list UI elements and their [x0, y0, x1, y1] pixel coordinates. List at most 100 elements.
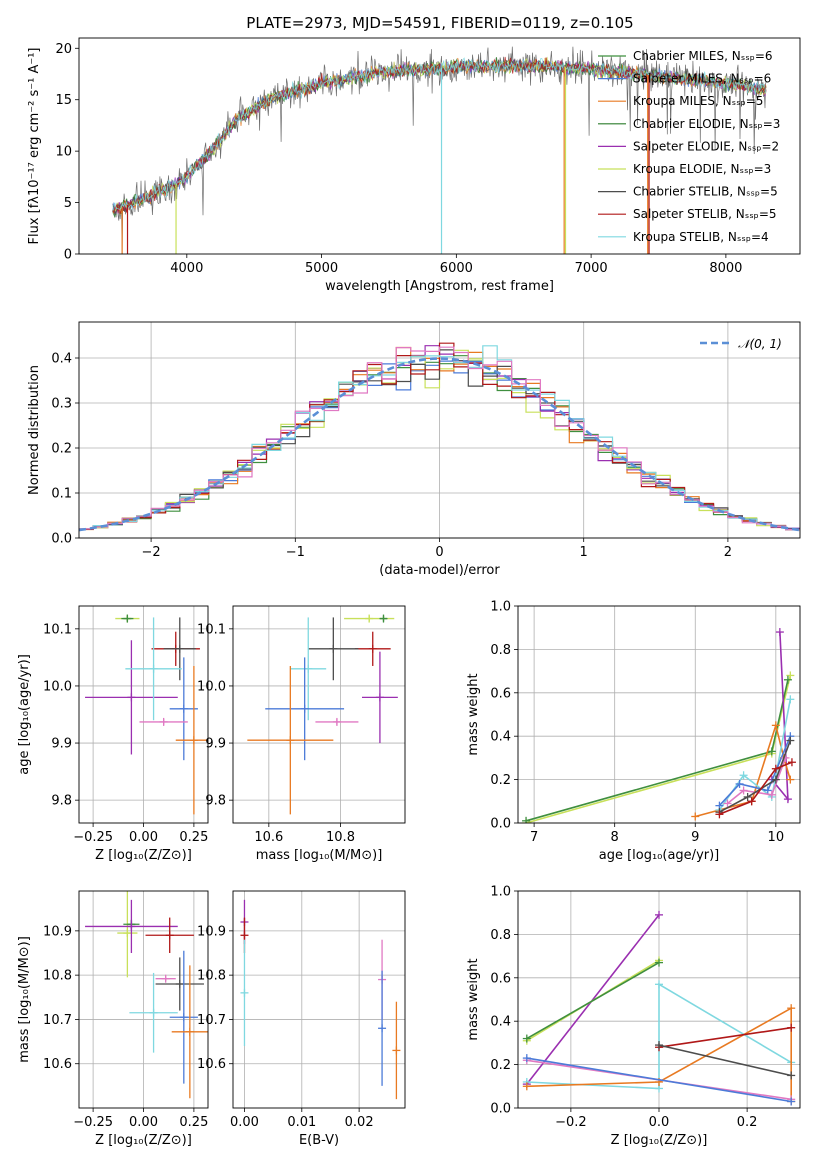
- y-axis-label: Normed distribution: [27, 365, 42, 495]
- x-tick-label: 10.8: [326, 830, 355, 845]
- y-tick-label: 10.0: [197, 679, 226, 694]
- x-tick-label: 0.01: [287, 1115, 316, 1130]
- y-tick-label: 0.1: [51, 487, 72, 502]
- y-tick-label: 0: [64, 248, 72, 263]
- y-tick-label: 1.0: [490, 885, 511, 900]
- series-line: [658, 1044, 792, 1077]
- y-tick-label: 0.4: [490, 1015, 511, 1030]
- histogram-step: [79, 345, 800, 531]
- axes-frame: [517, 890, 801, 1109]
- x-axis-label: age [log₁₀(age/yr)]: [599, 848, 720, 863]
- series-line: [719, 761, 793, 816]
- legend-label: 𝒩(0, 1): [738, 337, 782, 351]
- y-tick-label: 9.8: [51, 794, 72, 809]
- y-tick-label: 0.2: [490, 773, 511, 788]
- spectrum-title: PLATE=2973, MJD=54591, FIBERID=0119, z=0…: [246, 14, 633, 32]
- series-line: [718, 735, 792, 807]
- x-tick-label: −1: [286, 545, 305, 560]
- legend-label: Salpeter STELIB, Nₛₛₚ=5: [633, 207, 777, 221]
- histogram-step: [79, 346, 800, 531]
- x-axis-label: Z [log₁₀(Z/Z⊙)]: [95, 848, 192, 863]
- series-line: [526, 1057, 792, 1103]
- x-tick-label: 0.2: [737, 1115, 758, 1130]
- x-tick-label: 0.0: [649, 1115, 670, 1130]
- y-axis-label: mass weight: [466, 958, 481, 1040]
- x-tick-label: −0.25: [73, 830, 113, 845]
- y-tick-label: 0.0: [490, 1102, 511, 1117]
- axes-frame: [232, 890, 406, 1109]
- x-tick-label: 8: [611, 830, 619, 845]
- model-line: [112, 58, 767, 215]
- x-tick-label: 2: [724, 545, 732, 560]
- x-tick-label: 0.00: [230, 1115, 259, 1130]
- x-tick-label: 9: [691, 830, 699, 845]
- y-tick-label: 0.6: [490, 971, 511, 986]
- y-tick-label: 0.4: [490, 730, 511, 745]
- y-axis-label: mass [log₁₀(M/M⊙)]: [17, 936, 32, 1063]
- y-tick-label: 10.7: [43, 1013, 72, 1028]
- y-tick-label: 9.9: [51, 737, 72, 752]
- y-tick-label: 10.9: [43, 924, 72, 939]
- legend-label: Chabrier MILES, Nₛₛₚ=6: [633, 49, 773, 63]
- x-tick-label: 0.00: [129, 1115, 158, 1130]
- y-tick-label: 15: [55, 93, 72, 108]
- y-tick-label: 9.9: [205, 737, 226, 752]
- y-tick-label: 10.6: [197, 1057, 226, 1072]
- legend-label: Salpeter MILES, Nₛₛₚ=6: [633, 72, 771, 86]
- y-tick-label: 0.2: [51, 442, 72, 457]
- series-line: [726, 757, 787, 805]
- x-tick-label: 0.00: [129, 830, 158, 845]
- x-tick-label: 7: [530, 830, 538, 845]
- x-tick-label: 6000: [440, 261, 473, 276]
- legend-label: Salpeter ELODIE, Nₛₛₚ=2: [633, 139, 779, 153]
- x-tick-label: 0.25: [179, 1115, 208, 1130]
- series-line: [658, 1026, 792, 1048]
- normal-reference-curve: [78, 357, 801, 532]
- x-axis-label: Z [log₁₀(Z/Z⊙)]: [611, 1133, 708, 1148]
- legend-label: Kroupa MILES, Nₛₛₚ=5: [633, 94, 763, 108]
- legend-label: Kroupa ELODIE, Nₛₛₚ=3: [633, 162, 771, 176]
- series-line: [526, 961, 660, 1040]
- y-tick-label: 0.8: [490, 928, 511, 943]
- axes-frame: [78, 37, 801, 255]
- x-tick-label: 0.25: [179, 830, 208, 845]
- y-axis-label: age [log₁₀(age/yr)]: [17, 654, 32, 775]
- series-line: [525, 679, 789, 822]
- series-line: [526, 1006, 793, 1102]
- axes-frame: [232, 605, 406, 824]
- y-tick-label: 10.7: [197, 1013, 226, 1028]
- legend-label: Chabrier ELODIE, Nₛₛₚ=3: [633, 117, 780, 131]
- legend-label: Chabrier STELIB, Nₛₛₚ=5: [633, 185, 778, 199]
- x-tick-label: 10.6: [254, 830, 283, 845]
- y-tick-label: 20: [55, 42, 72, 57]
- x-tick-label: 1: [580, 545, 588, 560]
- y-tick-label: 10.1: [43, 622, 72, 637]
- y-tick-label: 0.8: [490, 643, 511, 658]
- y-tick-label: 10.0: [43, 679, 72, 694]
- x-tick-label: 8000: [709, 261, 742, 276]
- y-tick-label: 0.3: [51, 397, 72, 412]
- x-tick-label: −0.2: [555, 1115, 587, 1130]
- y-tick-label: 5: [64, 196, 72, 211]
- series-line: [526, 982, 792, 1090]
- axes-frame: [78, 890, 209, 1109]
- y-tick-label: 0.0: [490, 817, 511, 832]
- y-tick-label: 10.6: [43, 1057, 72, 1072]
- series-line: [526, 914, 660, 1085]
- y-tick-label: 9.8: [205, 794, 226, 809]
- y-tick-label: 0.0: [51, 532, 72, 547]
- x-tick-label: −0.25: [73, 1115, 113, 1130]
- x-tick-label: 0.02: [345, 1115, 374, 1130]
- x-tick-label: 10: [768, 830, 785, 845]
- x-axis-label: wavelength [Angstrom, rest frame]: [325, 279, 554, 294]
- y-tick-label: 10: [55, 145, 72, 160]
- y-tick-label: 10.9: [197, 924, 226, 939]
- x-axis-label: Z [log₁₀(Z/Z⊙)]: [95, 1133, 192, 1148]
- y-tick-label: 10.1: [197, 622, 226, 637]
- legend-label: Kroupa STELIB, Nₛₛₚ=4: [633, 230, 769, 244]
- x-tick-label: 7000: [575, 261, 608, 276]
- x-axis-label: E(B-V): [299, 1133, 339, 1148]
- x-tick-label: 4000: [170, 261, 203, 276]
- y-axis-label: Flux [fλ10⁻¹⁷ erg cm⁻² s⁻¹ A⁻¹]: [27, 48, 42, 245]
